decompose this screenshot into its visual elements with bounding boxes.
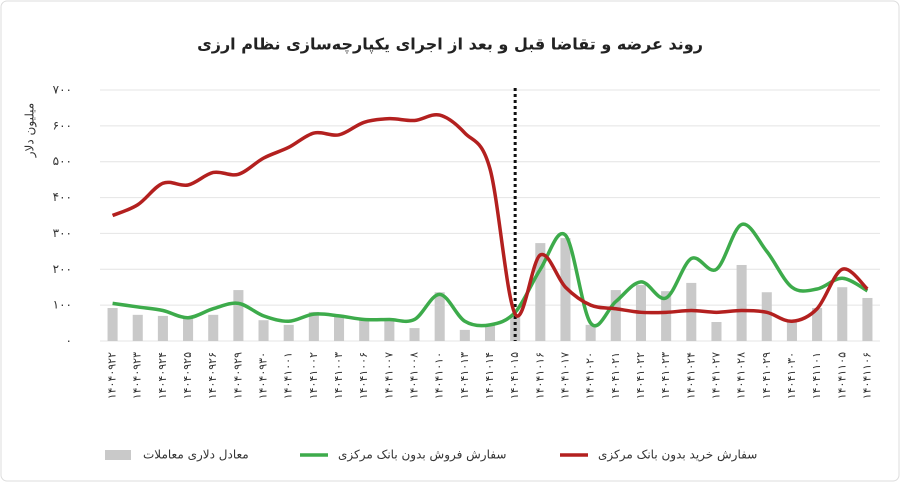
x-tick-label: ۱۴۰۴۰۹۲۴ [156, 352, 169, 399]
x-tick-label: ۱۴۰۴۱۰۰۶ [357, 352, 370, 399]
y-tick-label: ۷۰۰ [53, 83, 72, 97]
bar [711, 321, 722, 341]
bar [761, 292, 772, 341]
bar [837, 287, 848, 341]
bar [862, 297, 873, 341]
x-tick-label: ۱۴۰۴۱۰۱۷ [558, 352, 571, 399]
bar [359, 318, 370, 341]
bar [736, 264, 747, 341]
bar [208, 314, 219, 341]
x-tick-label: ۱۴۰۴۰۹۳۰ [257, 352, 270, 399]
x-tick-label: ۱۴۰۴۱۰۲۴ [684, 352, 697, 399]
bar [384, 320, 395, 341]
bar [812, 308, 823, 341]
x-tick-label: ۱۴۰۴۰۹۲۳ [131, 352, 144, 399]
bar [610, 290, 621, 341]
x-tick-label: ۱۴۰۴۱۰۲۰ [584, 352, 597, 399]
bar [308, 311, 319, 341]
bar [107, 308, 118, 341]
x-tick-label: ۱۴۰۴۱۰۰۷ [382, 352, 395, 399]
x-tick-label: ۱۴۰۴۰۹۲۹ [231, 352, 244, 399]
chart-title: روند عرضه و تقاضا قبل و بعد از اجرای یکپ… [197, 35, 703, 55]
x-tick-label: ۱۴۰۴۱۰۱۶ [533, 352, 546, 399]
bar [157, 315, 168, 341]
x-tick-label: ۱۴۰۴۱۱۰۶ [860, 352, 873, 399]
x-tick-label: ۱۴۰۴۱۱۰۵ [835, 352, 848, 399]
x-tick-label: ۱۴۰۴۱۰۰۱ [282, 352, 295, 399]
legend-swatch [105, 450, 131, 460]
x-tick-label: ۱۴۰۴۱۰۲۸ [735, 352, 748, 399]
x-tick-label: ۱۴۰۴۱۰۲۳ [659, 352, 672, 399]
x-tick-label: ۱۴۰۴۱۰۲۲ [634, 352, 647, 399]
legend-label: سفارش فروش بدون بانک مرکزی [338, 448, 506, 463]
y-tick-label: ۳۰۰ [53, 226, 72, 240]
y-tick-label: ۴۰۰ [53, 190, 72, 204]
bar [434, 292, 445, 341]
y-tick-label: ۱۰۰ [53, 298, 72, 312]
x-tick-label: ۱۴۰۴۰۹۲۲ [106, 352, 119, 399]
x-tick-label: ۱۴۰۴۱۰۲۷ [709, 352, 722, 399]
line [111, 112, 869, 324]
bar [484, 324, 496, 341]
bar [132, 314, 143, 341]
bar [459, 329, 470, 341]
bar [786, 320, 797, 341]
x-tick-label: ۱۴۰۴۱۰۳۰ [785, 352, 798, 399]
legend-label: سفارش خرید بدون بانک مرکزی [598, 448, 757, 463]
x-tick-label: ۱۴۰۴۱۰۰۸ [408, 352, 421, 399]
x-tick-label: ۱۴۰۴۱۰۲۹ [760, 352, 773, 399]
legend-label: معادل دلاری معاملات [143, 448, 249, 463]
bar [233, 290, 244, 341]
line [112, 222, 869, 328]
bar [283, 324, 294, 341]
x-tick-label: ۱۴۰۴۰۹۲۶ [206, 352, 219, 399]
y-tick-label: ۲۰۰ [53, 262, 72, 276]
bar [585, 324, 596, 341]
bar [183, 318, 194, 341]
x-tick-label: ۱۴۰۴۱۰۱۵ [508, 352, 521, 399]
x-tick-label: ۱۴۰۴۱۱۰۱ [810, 352, 823, 399]
y-tick-label: ۶۰۰ [53, 118, 72, 132]
x-tick-label: ۱۴۰۴۱۰۰۲ [307, 352, 320, 399]
bar [661, 291, 672, 341]
x-tick-label: ۱۴۰۴۱۰۰۳ [332, 352, 345, 399]
x-tick-label: ۱۴۰۴۱۰۲۱ [609, 352, 622, 399]
y-tick-label: ۵۰۰ [53, 154, 72, 168]
bar [258, 320, 269, 341]
x-tick-label: ۱۴۰۴۱۰۱۳ [458, 352, 471, 399]
x-tick-label: ۱۴۰۴۱۰۱۴ [483, 352, 496, 399]
bar [535, 243, 546, 341]
bar [510, 314, 521, 341]
x-tick-label: ۱۴۰۴۰۹۲۵ [181, 352, 194, 399]
bar [334, 314, 345, 341]
x-tick-label: ۱۴۰۴۱۰۱۰ [433, 352, 446, 399]
bar [409, 328, 420, 341]
y-tick-label: ۰ [66, 334, 72, 348]
y-axis-label: میلیون دلار [23, 103, 38, 158]
